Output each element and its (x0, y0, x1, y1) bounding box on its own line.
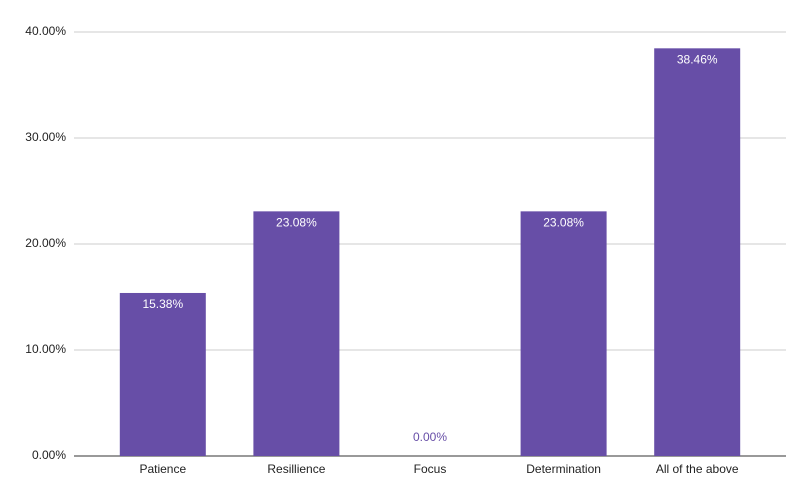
bar (253, 211, 340, 456)
data-label: 0.00% (413, 430, 447, 444)
x-tick-label: All of the above (656, 462, 739, 476)
x-tick-label: Patience (139, 462, 186, 476)
x-tick-label: Focus (414, 462, 447, 476)
x-tick-label: Determination (526, 462, 601, 476)
bar (654, 48, 741, 456)
data-label: 23.08% (543, 216, 584, 230)
bar (520, 211, 607, 456)
data-label: 23.08% (276, 216, 317, 230)
bar (119, 292, 206, 456)
y-tick-label: 0.00% (32, 448, 66, 462)
y-tick-label: 40.00% (25, 24, 66, 38)
data-label: 38.46% (677, 52, 718, 66)
y-tick-label: 20.00% (25, 236, 66, 250)
y-tick-label: 10.00% (25, 342, 66, 356)
x-tick-label: Resillience (267, 462, 325, 476)
y-tick-label: 30.00% (25, 130, 66, 144)
data-label: 15.38% (142, 297, 183, 311)
